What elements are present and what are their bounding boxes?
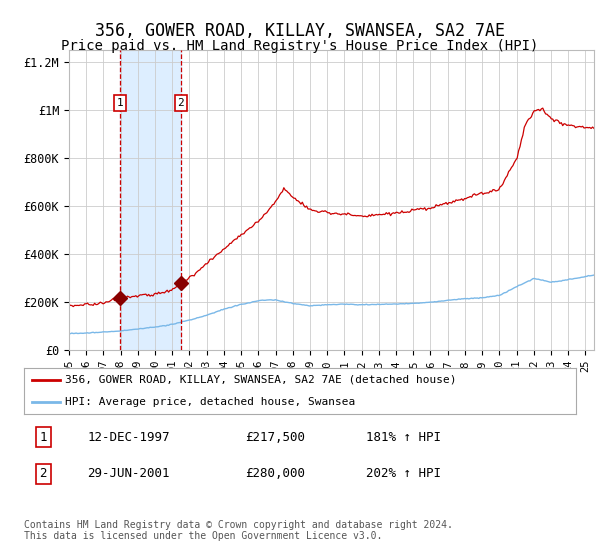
Text: 29-JUN-2001: 29-JUN-2001 [88,467,170,480]
Text: 356, GOWER ROAD, KILLAY, SWANSEA, SA2 7AE: 356, GOWER ROAD, KILLAY, SWANSEA, SA2 7A… [95,22,505,40]
Text: 12-DEC-1997: 12-DEC-1997 [88,431,170,444]
Bar [120,50,181,350]
Text: 2: 2 [40,467,47,480]
Text: 202% ↑ HPI: 202% ↑ HPI [366,467,441,480]
Text: £280,000: £280,000 [245,467,305,480]
Text: £217,500: £217,500 [245,431,305,444]
Text: 2: 2 [178,98,184,108]
Text: HPI: Average price, detached house, Swansea: HPI: Average price, detached house, Swan… [65,396,356,407]
Text: Contains HM Land Registry data © Crown copyright and database right 2024.
This d: Contains HM Land Registry data © Crown c… [24,520,453,542]
Text: 1: 1 [40,431,47,444]
Text: 1: 1 [116,98,123,108]
Text: 181% ↑ HPI: 181% ↑ HPI [366,431,441,444]
Text: 356, GOWER ROAD, KILLAY, SWANSEA, SA2 7AE (detached house): 356, GOWER ROAD, KILLAY, SWANSEA, SA2 7A… [65,375,457,385]
Text: Price paid vs. HM Land Registry's House Price Index (HPI): Price paid vs. HM Land Registry's House … [61,39,539,53]
